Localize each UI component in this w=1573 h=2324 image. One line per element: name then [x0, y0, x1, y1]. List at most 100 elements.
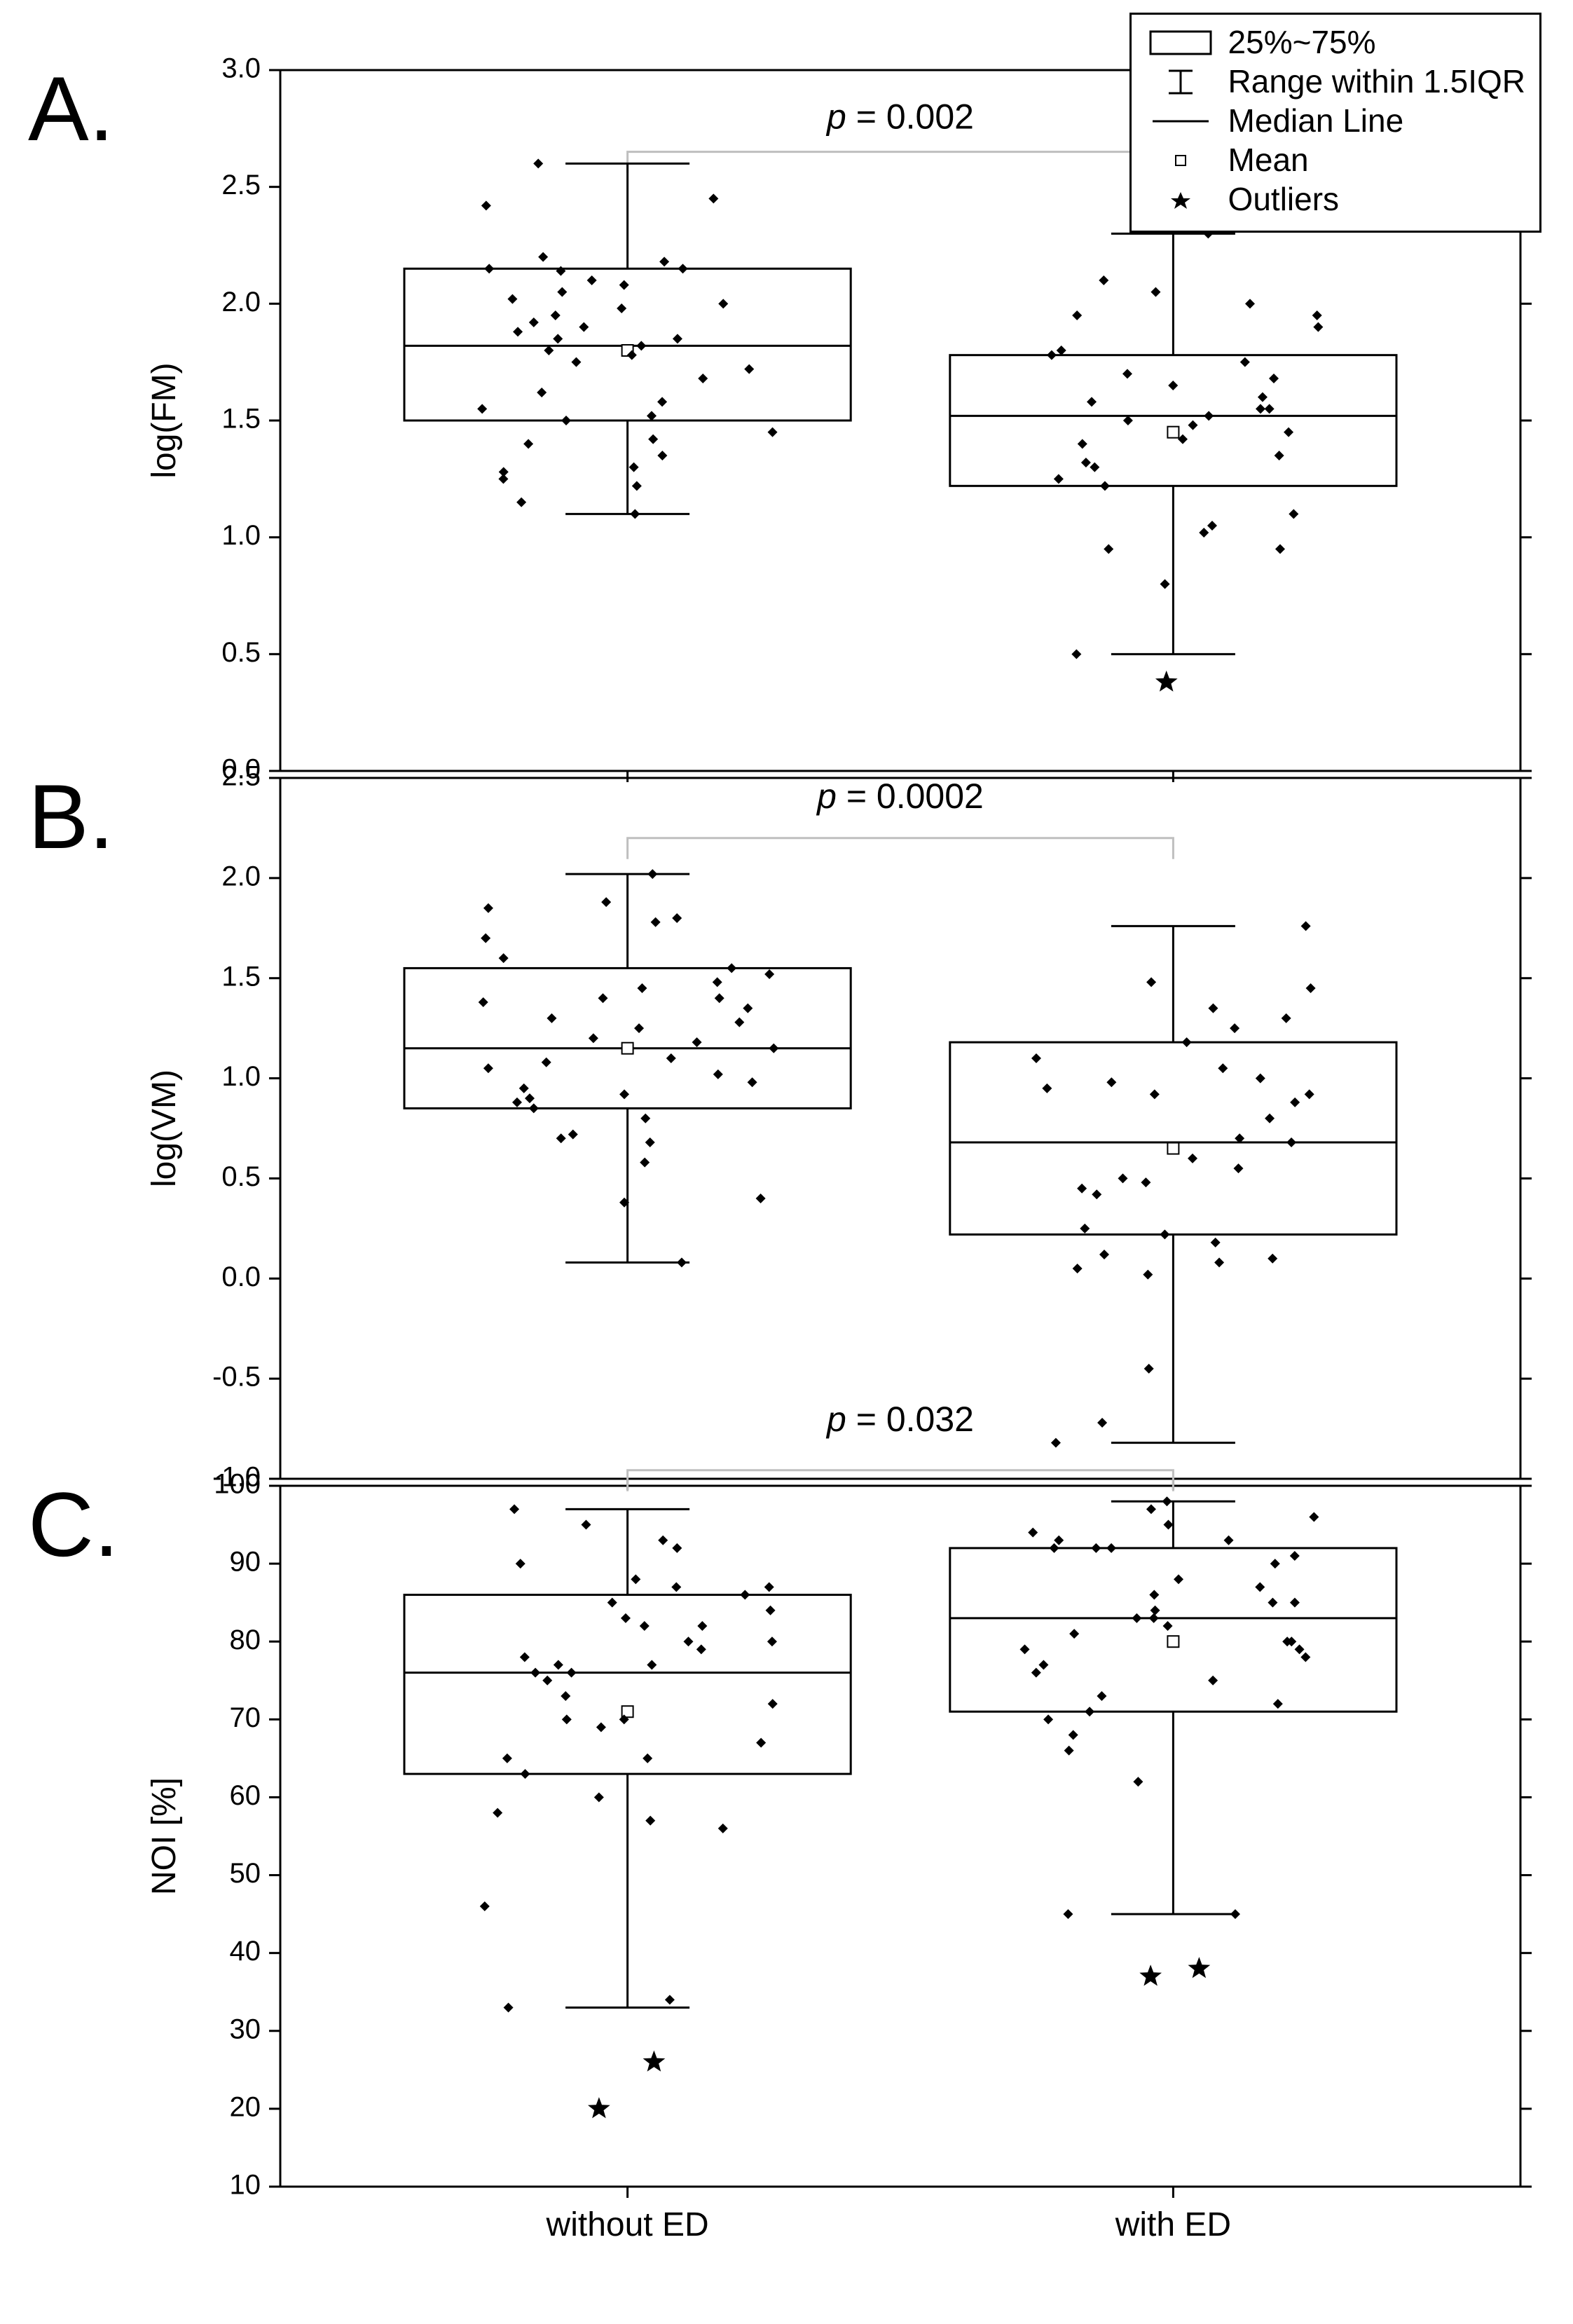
data-point [1313, 322, 1323, 332]
data-point [1160, 1229, 1169, 1239]
data-point [634, 1023, 644, 1033]
data-point [1031, 1668, 1041, 1678]
data-point [579, 322, 589, 332]
x-axis-label: with ED [1115, 2206, 1231, 2243]
data-point [551, 310, 561, 320]
figure-container: A. B. C. 25%~75% Range within 1.5IQR [0, 0, 1573, 2324]
data-point [640, 1621, 650, 1631]
data-point [1133, 1777, 1143, 1786]
pvalue-bracket [628, 838, 1174, 859]
data-point [651, 917, 661, 927]
data-point [740, 1590, 750, 1600]
legend-row-outlier: Outliers [1146, 180, 1525, 219]
data-point [768, 428, 778, 437]
data-point [658, 1536, 668, 1545]
data-point [715, 993, 724, 1003]
ytick-label: 50 [230, 1858, 261, 1889]
data-point [556, 266, 565, 276]
data-point [1150, 1606, 1160, 1615]
legend-label: Range within 1.5IQR [1228, 62, 1525, 102]
data-point [672, 913, 682, 923]
data-point [1042, 1084, 1052, 1093]
data-point [647, 411, 657, 421]
data-point [645, 1816, 655, 1826]
data-point [768, 1699, 778, 1709]
legend-label: Median Line [1228, 101, 1404, 142]
data-point [1043, 1714, 1053, 1724]
ytick-label: 90 [230, 1547, 261, 1578]
data-point [766, 1606, 776, 1615]
data-point [619, 280, 629, 290]
pvalue-bracket [628, 152, 1174, 173]
data-point [1174, 1574, 1183, 1584]
data-point [1208, 1004, 1218, 1013]
data-point [1150, 287, 1160, 297]
data-point [1099, 1250, 1109, 1259]
data-point [1077, 1184, 1087, 1194]
ytick-label: 30 [230, 2014, 261, 2044]
data-point [617, 303, 626, 313]
data-point [1069, 1629, 1079, 1639]
mean-marker [1167, 1143, 1179, 1154]
data-point [1204, 411, 1214, 421]
ytick-label: 1.5 [221, 961, 261, 992]
data-point [1207, 521, 1217, 531]
data-point [1150, 1089, 1160, 1099]
legend-label: Outliers [1228, 179, 1339, 220]
data-point [481, 934, 490, 943]
data-point [1270, 1559, 1280, 1568]
outlier-star [643, 2051, 666, 2072]
data-point [1268, 1598, 1277, 1608]
data-point [673, 334, 682, 343]
data-point [1143, 1270, 1153, 1280]
data-point [502, 1754, 512, 1763]
data-point [1290, 1098, 1300, 1107]
data-point [1149, 1613, 1159, 1623]
chart-svg: 0.00.51.01.52.02.53.0log(FM)p = 0.002-1.… [0, 0, 1573, 2324]
data-point [1064, 1746, 1074, 1756]
ytick-label: 100 [214, 1469, 261, 1500]
data-point [1265, 404, 1275, 413]
data-point [525, 1093, 535, 1103]
data-point [542, 1058, 551, 1067]
y-axis-label: log(FM) [146, 362, 183, 478]
data-point [621, 1613, 631, 1623]
data-point [493, 1808, 502, 1818]
data-point [632, 481, 642, 491]
axis-frame [280, 778, 1520, 1479]
data-point [1309, 1512, 1319, 1522]
data-point [1258, 392, 1268, 402]
ytick-label: 2.0 [221, 861, 261, 891]
data-point [1290, 1551, 1300, 1561]
pvalue-text: p = 0.032 [825, 1400, 974, 1439]
data-point [1256, 1074, 1265, 1084]
data-point [648, 435, 658, 444]
outlier-star [1139, 1964, 1162, 1985]
data-point [698, 374, 708, 383]
data-point [727, 963, 736, 973]
legend-mean-icon [1146, 152, 1216, 169]
data-point [529, 1103, 539, 1113]
data-point [1028, 1528, 1038, 1538]
data-point [1144, 1364, 1154, 1374]
data-point [1230, 1023, 1239, 1033]
data-point [1132, 1613, 1141, 1623]
data-point [533, 158, 543, 168]
data-point [734, 1018, 744, 1027]
data-point [764, 969, 774, 979]
data-point [764, 1582, 774, 1592]
legend-star-icon [1146, 190, 1216, 210]
data-point [1182, 1037, 1192, 1047]
data-point [1188, 421, 1197, 430]
data-point [512, 1098, 522, 1107]
data-point [601, 897, 611, 907]
data-point [521, 1769, 530, 1779]
data-point [509, 1504, 519, 1514]
data-point [1208, 1676, 1218, 1686]
outlier-star [1155, 671, 1178, 692]
data-point [1071, 649, 1081, 659]
data-point [477, 404, 487, 413]
data-point [1163, 1520, 1173, 1530]
data-point [1230, 1909, 1240, 1919]
data-point [596, 1722, 606, 1732]
